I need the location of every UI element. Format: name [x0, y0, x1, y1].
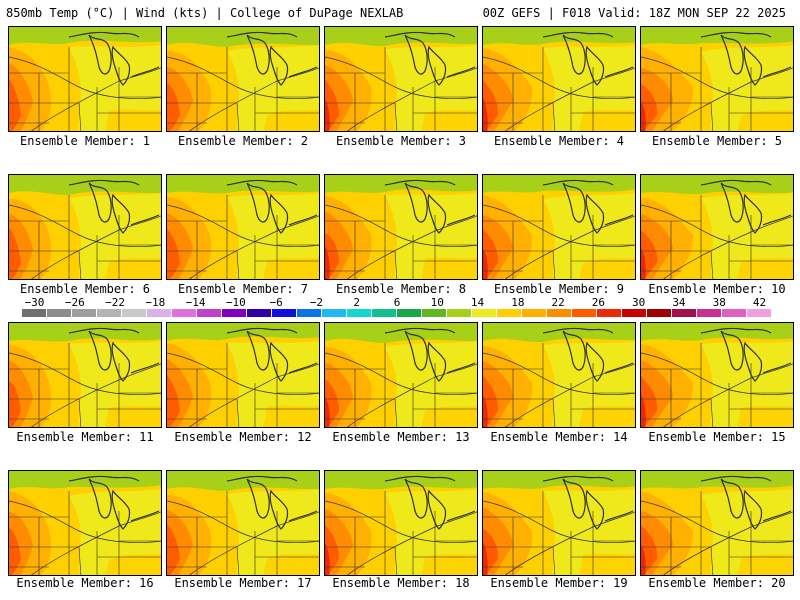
ensemble-member-map[interactable] — [8, 174, 162, 280]
colorbar-segment — [72, 309, 97, 317]
colorbar-tick-label: 6 — [393, 296, 401, 309]
ensemble-member-map[interactable] — [640, 26, 794, 132]
ensemble-member-label: Ensemble Member: 15 — [648, 430, 786, 444]
colorbar-tick-label: 14 — [470, 296, 485, 309]
colorbar-segment — [172, 309, 197, 317]
ensemble-member-map[interactable] — [166, 322, 320, 428]
colorbar-tick-label: −22 — [105, 296, 125, 309]
ensemble-member-label: Ensemble Member: 17 — [174, 576, 312, 590]
colorbar-segment — [472, 309, 497, 317]
ensemble-member-label: Ensemble Member: 18 — [332, 576, 470, 590]
colorbar-tick-label: 30 — [632, 296, 646, 309]
ensemble-member-label: Ensemble Member: 20 — [648, 576, 786, 590]
ensemble-member-label: Ensemble Member: 5 — [651, 134, 783, 148]
colorbar-tick-label: −2 — [309, 296, 324, 309]
ensemble-member-map[interactable] — [166, 174, 320, 280]
run-valid-time: 00Z GEFS | F018 Valid: 18Z MON SEP 22 20… — [482, 6, 786, 20]
colorbar-segment — [297, 309, 322, 317]
ensemble-member-map[interactable] — [324, 470, 478, 576]
ensemble-member-label: Ensemble Member: 4 — [493, 134, 625, 148]
ensemble-member-map[interactable] — [166, 470, 320, 576]
colorbar-segment — [447, 309, 472, 317]
colorbar-tick-label: −10 — [225, 296, 246, 309]
colorbar-tick-label: −14 — [185, 296, 206, 309]
ensemble-member-map[interactable] — [166, 26, 320, 132]
ensemble-member-label: Ensemble Member: 11 — [16, 430, 154, 444]
colorbar-tick-label: −26 — [64, 296, 85, 309]
colorbar-segment — [322, 309, 347, 317]
ensemble-member-label: Ensemble Member: 9 — [493, 282, 625, 296]
ensemble-member-label: Ensemble Member: 12 — [174, 430, 312, 444]
ensemble-member-label: Ensemble Member: 13 — [332, 430, 470, 444]
colorbar-tick-label: 26 — [591, 296, 605, 309]
colorbar-segment — [747, 309, 772, 317]
colorbar-segment — [222, 309, 247, 317]
colorbar-segment — [547, 309, 572, 317]
temperature-colorbar: −30 −26 −22 −18 −14 −10 −6 −2 2 6 10 14 18 22 26 30 34 38… — [22, 296, 790, 324]
colorbar-segment — [647, 309, 672, 317]
colorbar-segment — [22, 309, 47, 317]
colorbar-tick-label: −6 — [269, 296, 283, 309]
colorbar-tick-label: 18 — [511, 296, 525, 309]
colorbar-segment — [47, 309, 72, 317]
colorbar-segment — [622, 309, 647, 317]
ensemble-member-map[interactable] — [482, 174, 636, 280]
colorbar-segment — [672, 309, 697, 317]
colorbar-segment — [147, 309, 172, 317]
ensemble-member-map[interactable] — [482, 322, 636, 428]
colorbar-segment — [372, 309, 397, 317]
colorbar-tick-label: 38 — [712, 296, 726, 309]
ensemble-member-map[interactable] — [640, 174, 794, 280]
ensemble-member-label: Ensemble Member: 1 — [19, 134, 151, 148]
colorbar-segment — [122, 309, 147, 317]
ensemble-member-label: Ensemble Member: 3 — [335, 134, 467, 148]
colorbar-tick-label: 10 — [430, 296, 444, 309]
ensemble-member-map[interactable] — [482, 26, 636, 132]
colorbar-segment — [572, 309, 597, 317]
colorbar-segment — [497, 309, 522, 317]
colorbar-tick-label: 22 — [551, 296, 565, 309]
ensemble-member-map[interactable] — [324, 26, 478, 132]
colorbar-segment — [247, 309, 272, 317]
colorbar-segment — [97, 309, 122, 317]
ensemble-member-map[interactable] — [482, 470, 636, 576]
ensemble-member-label: Ensemble Member: 2 — [177, 134, 309, 148]
ensemble-member-map[interactable] — [324, 322, 478, 428]
colorbar-segment — [722, 309, 747, 317]
ensemble-member-map[interactable] — [8, 322, 162, 428]
colorbar-tick-label: 34 — [672, 296, 686, 309]
ensemble-member-label: Ensemble Member: 8 — [335, 282, 467, 296]
map-title: 850mb Temp (°C) | Wind (kts) | College o… — [6, 6, 404, 20]
colorbar-segment — [597, 309, 622, 317]
colorbar-tick-label: 42 — [752, 296, 767, 309]
ensemble-member-label: Ensemble Member: 19 — [490, 576, 628, 590]
colorbar-tick-label: 2 — [353, 296, 361, 309]
colorbar-segment — [197, 309, 222, 317]
colorbar-segment — [347, 309, 372, 317]
ensemble-member-label: Ensemble Member: 7 — [177, 282, 309, 296]
colorbar-segment — [422, 309, 447, 317]
ensemble-member-label: Ensemble Member: 10 — [648, 282, 786, 296]
ensemble-member-map[interactable] — [8, 26, 162, 132]
colorbar-segment — [397, 309, 422, 317]
ensemble-member-label: Ensemble Member: 6 — [19, 282, 151, 296]
colorbar-tick-label: −18 — [145, 296, 166, 309]
ensemble-member-label: Ensemble Member: 16 — [16, 576, 154, 590]
colorbar-segment — [272, 309, 297, 317]
colorbar-tick-label: −30 — [24, 296, 45, 309]
ensemble-member-map[interactable] — [8, 470, 162, 576]
ensemble-member-map[interactable] — [640, 322, 794, 428]
ensemble-member-map[interactable] — [640, 470, 794, 576]
ensemble-member-label: Ensemble Member: 14 — [490, 430, 628, 444]
colorbar-scale — [22, 309, 772, 317]
colorbar-segment — [522, 309, 547, 317]
colorbar-segment — [697, 309, 722, 317]
ensemble-member-map[interactable] — [324, 174, 478, 280]
